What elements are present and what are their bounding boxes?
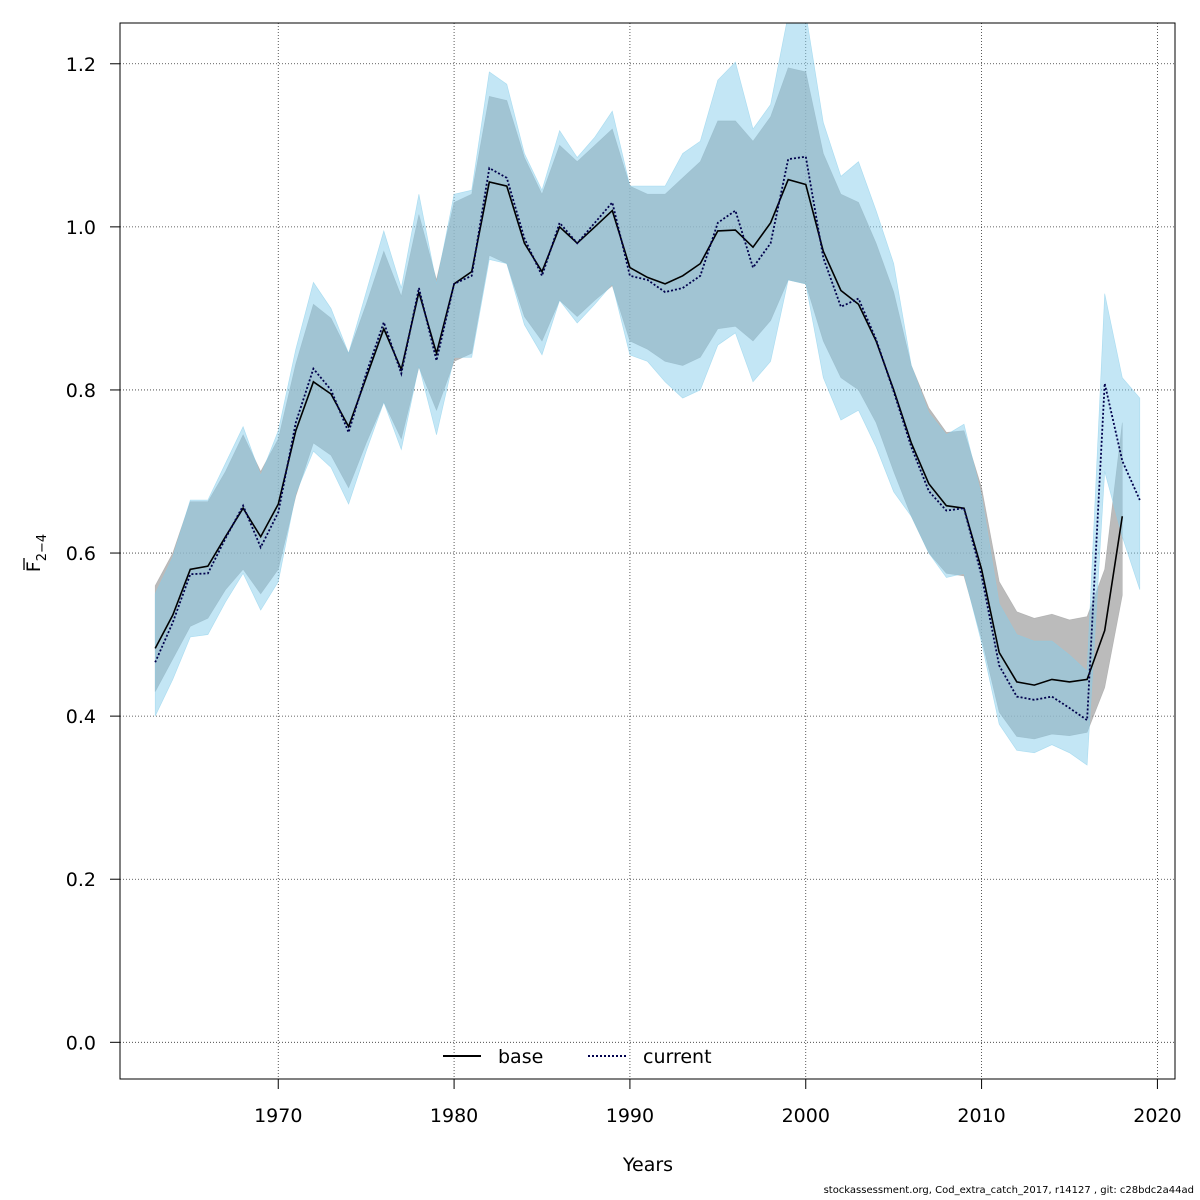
svg-text:F2−4: F2−4 [23,534,50,572]
x-tick-label: 1990 [606,1105,654,1127]
y-axis: 0.0 0.2 0.4 0.6 0.8 1.0 1.2 [66,54,120,1054]
y-tick-label: 0.0 [66,1032,96,1054]
x-axis: 1970 1980 1990 2000 2010 2020 [254,1078,1182,1127]
y-tick-label: 0.2 [66,869,96,891]
y-tick-label: 1.0 [66,217,96,239]
legend: base current [443,1046,712,1068]
y-axis-label-sub: 2−4 [35,534,50,561]
y-axis-label-main: F [23,561,45,572]
legend-label-current: current [643,1046,712,1068]
x-tick-label: 2000 [782,1105,830,1127]
y-tick-label: 0.8 [66,380,96,402]
confidence-band-current [154,23,1141,766]
grid-lines [120,23,1175,1079]
y-tick-label: 0.4 [66,706,96,728]
x-tick-label: 2020 [1133,1105,1181,1127]
y-axis-label: F2−4 [23,534,50,572]
x-tick-label: 1980 [430,1105,478,1127]
x-tick-label: 2010 [957,1105,1005,1127]
y-tick-label: 0.6 [66,543,96,565]
y-tick-label: 1.2 [66,54,96,76]
x-tick-label: 1970 [254,1105,302,1127]
series-line-current [154,155,1141,722]
footer-text: stockassessment.org, Cod_extra_catch_201… [823,1185,1194,1196]
legend-label-base: base [498,1046,543,1068]
x-axis-label: Years [622,1154,673,1176]
